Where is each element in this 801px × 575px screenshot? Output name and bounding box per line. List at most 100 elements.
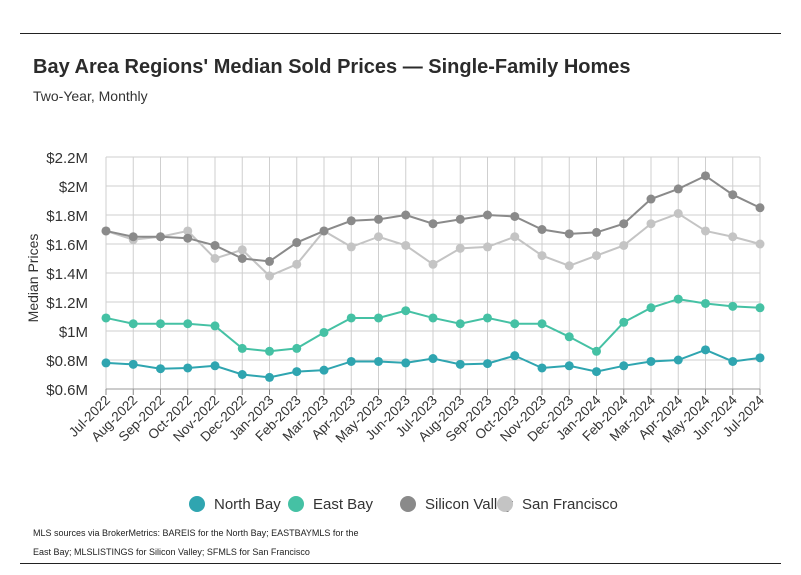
data-point-north-bay bbox=[592, 367, 601, 377]
data-point-san-francisco bbox=[292, 259, 302, 269]
data-point-silicon-valley bbox=[346, 216, 356, 226]
y-tick-label: $0.8M bbox=[46, 353, 88, 370]
source-note: MLS sources via BrokerMetrics: BAREIS fo… bbox=[33, 528, 359, 557]
data-point-east-bay bbox=[673, 294, 683, 304]
legend-marker-east-bay bbox=[288, 496, 304, 512]
legend: North Bay East Bay Silicon Valley San Franc… bbox=[189, 496, 618, 513]
data-point-san-francisco bbox=[237, 245, 247, 255]
data-point-san-francisco bbox=[728, 232, 738, 242]
data-point-north-bay bbox=[210, 361, 220, 371]
data-point-east-bay bbox=[401, 306, 411, 316]
data-point-silicon-valley bbox=[755, 203, 765, 213]
data-point-east-bay bbox=[428, 313, 438, 323]
data-point-east-bay bbox=[292, 343, 302, 353]
data-point-silicon-valley bbox=[728, 190, 738, 200]
bottom-rule bbox=[20, 563, 781, 564]
data-point-east-bay bbox=[592, 346, 601, 356]
data-point-silicon-valley bbox=[101, 226, 111, 236]
data-point-silicon-valley bbox=[319, 226, 329, 236]
data-point-san-francisco bbox=[592, 251, 601, 261]
data-point-silicon-valley bbox=[455, 214, 465, 224]
data-point-east-bay bbox=[755, 303, 765, 313]
data-point-north-bay bbox=[455, 359, 465, 369]
data-point-silicon-valley bbox=[564, 229, 574, 239]
data-point-north-bay bbox=[728, 356, 738, 366]
data-point-san-francisco bbox=[619, 240, 629, 250]
data-point-san-francisco bbox=[755, 239, 765, 249]
data-point-san-francisco bbox=[483, 242, 492, 252]
data-point-silicon-valley bbox=[483, 210, 492, 220]
data-point-silicon-valley bbox=[646, 194, 656, 204]
data-point-san-francisco bbox=[183, 226, 193, 236]
y-tick-label: $1.6M bbox=[46, 237, 88, 254]
data-point-east-bay bbox=[728, 301, 738, 311]
data-point-san-francisco bbox=[537, 251, 547, 261]
data-point-silicon-valley bbox=[537, 225, 547, 234]
data-point-silicon-valley bbox=[592, 227, 601, 237]
data-point-east-bay bbox=[455, 319, 465, 329]
data-point-north-bay bbox=[346, 356, 356, 366]
y-tick-label: $1.8M bbox=[46, 208, 88, 225]
data-point-east-bay bbox=[128, 319, 138, 329]
data-point-silicon-valley bbox=[374, 214, 383, 224]
data-point-north-bay bbox=[319, 365, 329, 375]
data-point-north-bay bbox=[755, 353, 765, 363]
data-point-east-bay bbox=[156, 319, 165, 329]
data-point-east-bay bbox=[564, 332, 574, 342]
data-point-san-francisco bbox=[210, 254, 220, 263]
data-point-silicon-valley bbox=[183, 233, 193, 243]
y-tick-label: $2M bbox=[59, 179, 88, 196]
data-point-silicon-valley bbox=[128, 232, 138, 242]
data-point-east-bay bbox=[319, 327, 329, 337]
y-tick-label: $1.4M bbox=[46, 266, 88, 283]
data-point-north-bay bbox=[156, 364, 165, 374]
y-axis-ticks: $0.6M $0.8M $1M $1.2M $1.4M $1.6M $1.8M $2M $2.2… bbox=[46, 150, 88, 399]
data-point-san-francisco bbox=[673, 209, 683, 219]
data-point-east-bay bbox=[701, 298, 710, 308]
data-point-silicon-valley bbox=[401, 210, 411, 220]
data-point-north-bay bbox=[646, 356, 656, 366]
data-point-east-bay bbox=[183, 319, 193, 329]
data-point-san-francisco bbox=[346, 242, 356, 252]
data-point-san-francisco bbox=[455, 243, 465, 253]
x-axis-ticks: Jul-2022Aug-2022Sep-2022Oct-2022Nov-2022… bbox=[66, 392, 768, 445]
data-point-silicon-valley bbox=[292, 238, 302, 248]
series-group bbox=[101, 171, 765, 382]
top-rule bbox=[20, 33, 781, 34]
data-point-north-bay bbox=[401, 358, 411, 368]
data-point-east-bay bbox=[237, 343, 247, 353]
legend-marker-north-bay bbox=[189, 496, 205, 512]
data-point-east-bay bbox=[346, 313, 356, 323]
data-point-silicon-valley bbox=[619, 219, 629, 229]
data-point-silicon-valley bbox=[701, 171, 710, 181]
legend-marker-silicon-valley bbox=[400, 496, 416, 512]
y-axis-label: Median Prices bbox=[25, 234, 41, 323]
y-tick-label: $2.2M bbox=[46, 150, 88, 167]
data-point-east-bay bbox=[537, 319, 547, 329]
legend-marker-san-francisco bbox=[497, 496, 513, 512]
data-point-north-bay bbox=[537, 363, 547, 373]
data-point-east-bay bbox=[374, 313, 383, 323]
data-point-san-francisco bbox=[428, 259, 438, 269]
data-point-north-bay bbox=[564, 361, 574, 371]
data-point-san-francisco bbox=[564, 261, 574, 271]
data-point-north-bay bbox=[237, 370, 247, 379]
data-point-north-bay bbox=[128, 359, 138, 369]
y-tick-label: $1M bbox=[59, 324, 88, 341]
data-point-north-bay bbox=[183, 363, 193, 373]
data-point-east-bay bbox=[483, 313, 492, 323]
legend-label-san-francisco: San Francisco bbox=[522, 496, 618, 513]
data-point-east-bay bbox=[210, 321, 220, 331]
data-point-san-francisco bbox=[646, 219, 656, 229]
data-point-silicon-valley bbox=[210, 240, 220, 250]
data-point-north-bay bbox=[292, 367, 302, 377]
data-point-san-francisco bbox=[510, 232, 520, 242]
data-point-silicon-valley bbox=[428, 219, 438, 229]
y-tick-label: $0.6M bbox=[46, 382, 88, 399]
legend-label-east-bay: East Bay bbox=[313, 496, 374, 513]
data-point-silicon-valley bbox=[265, 256, 274, 266]
data-point-east-bay bbox=[619, 317, 629, 327]
data-point-north-bay bbox=[374, 356, 383, 366]
data-point-north-bay bbox=[510, 351, 520, 361]
